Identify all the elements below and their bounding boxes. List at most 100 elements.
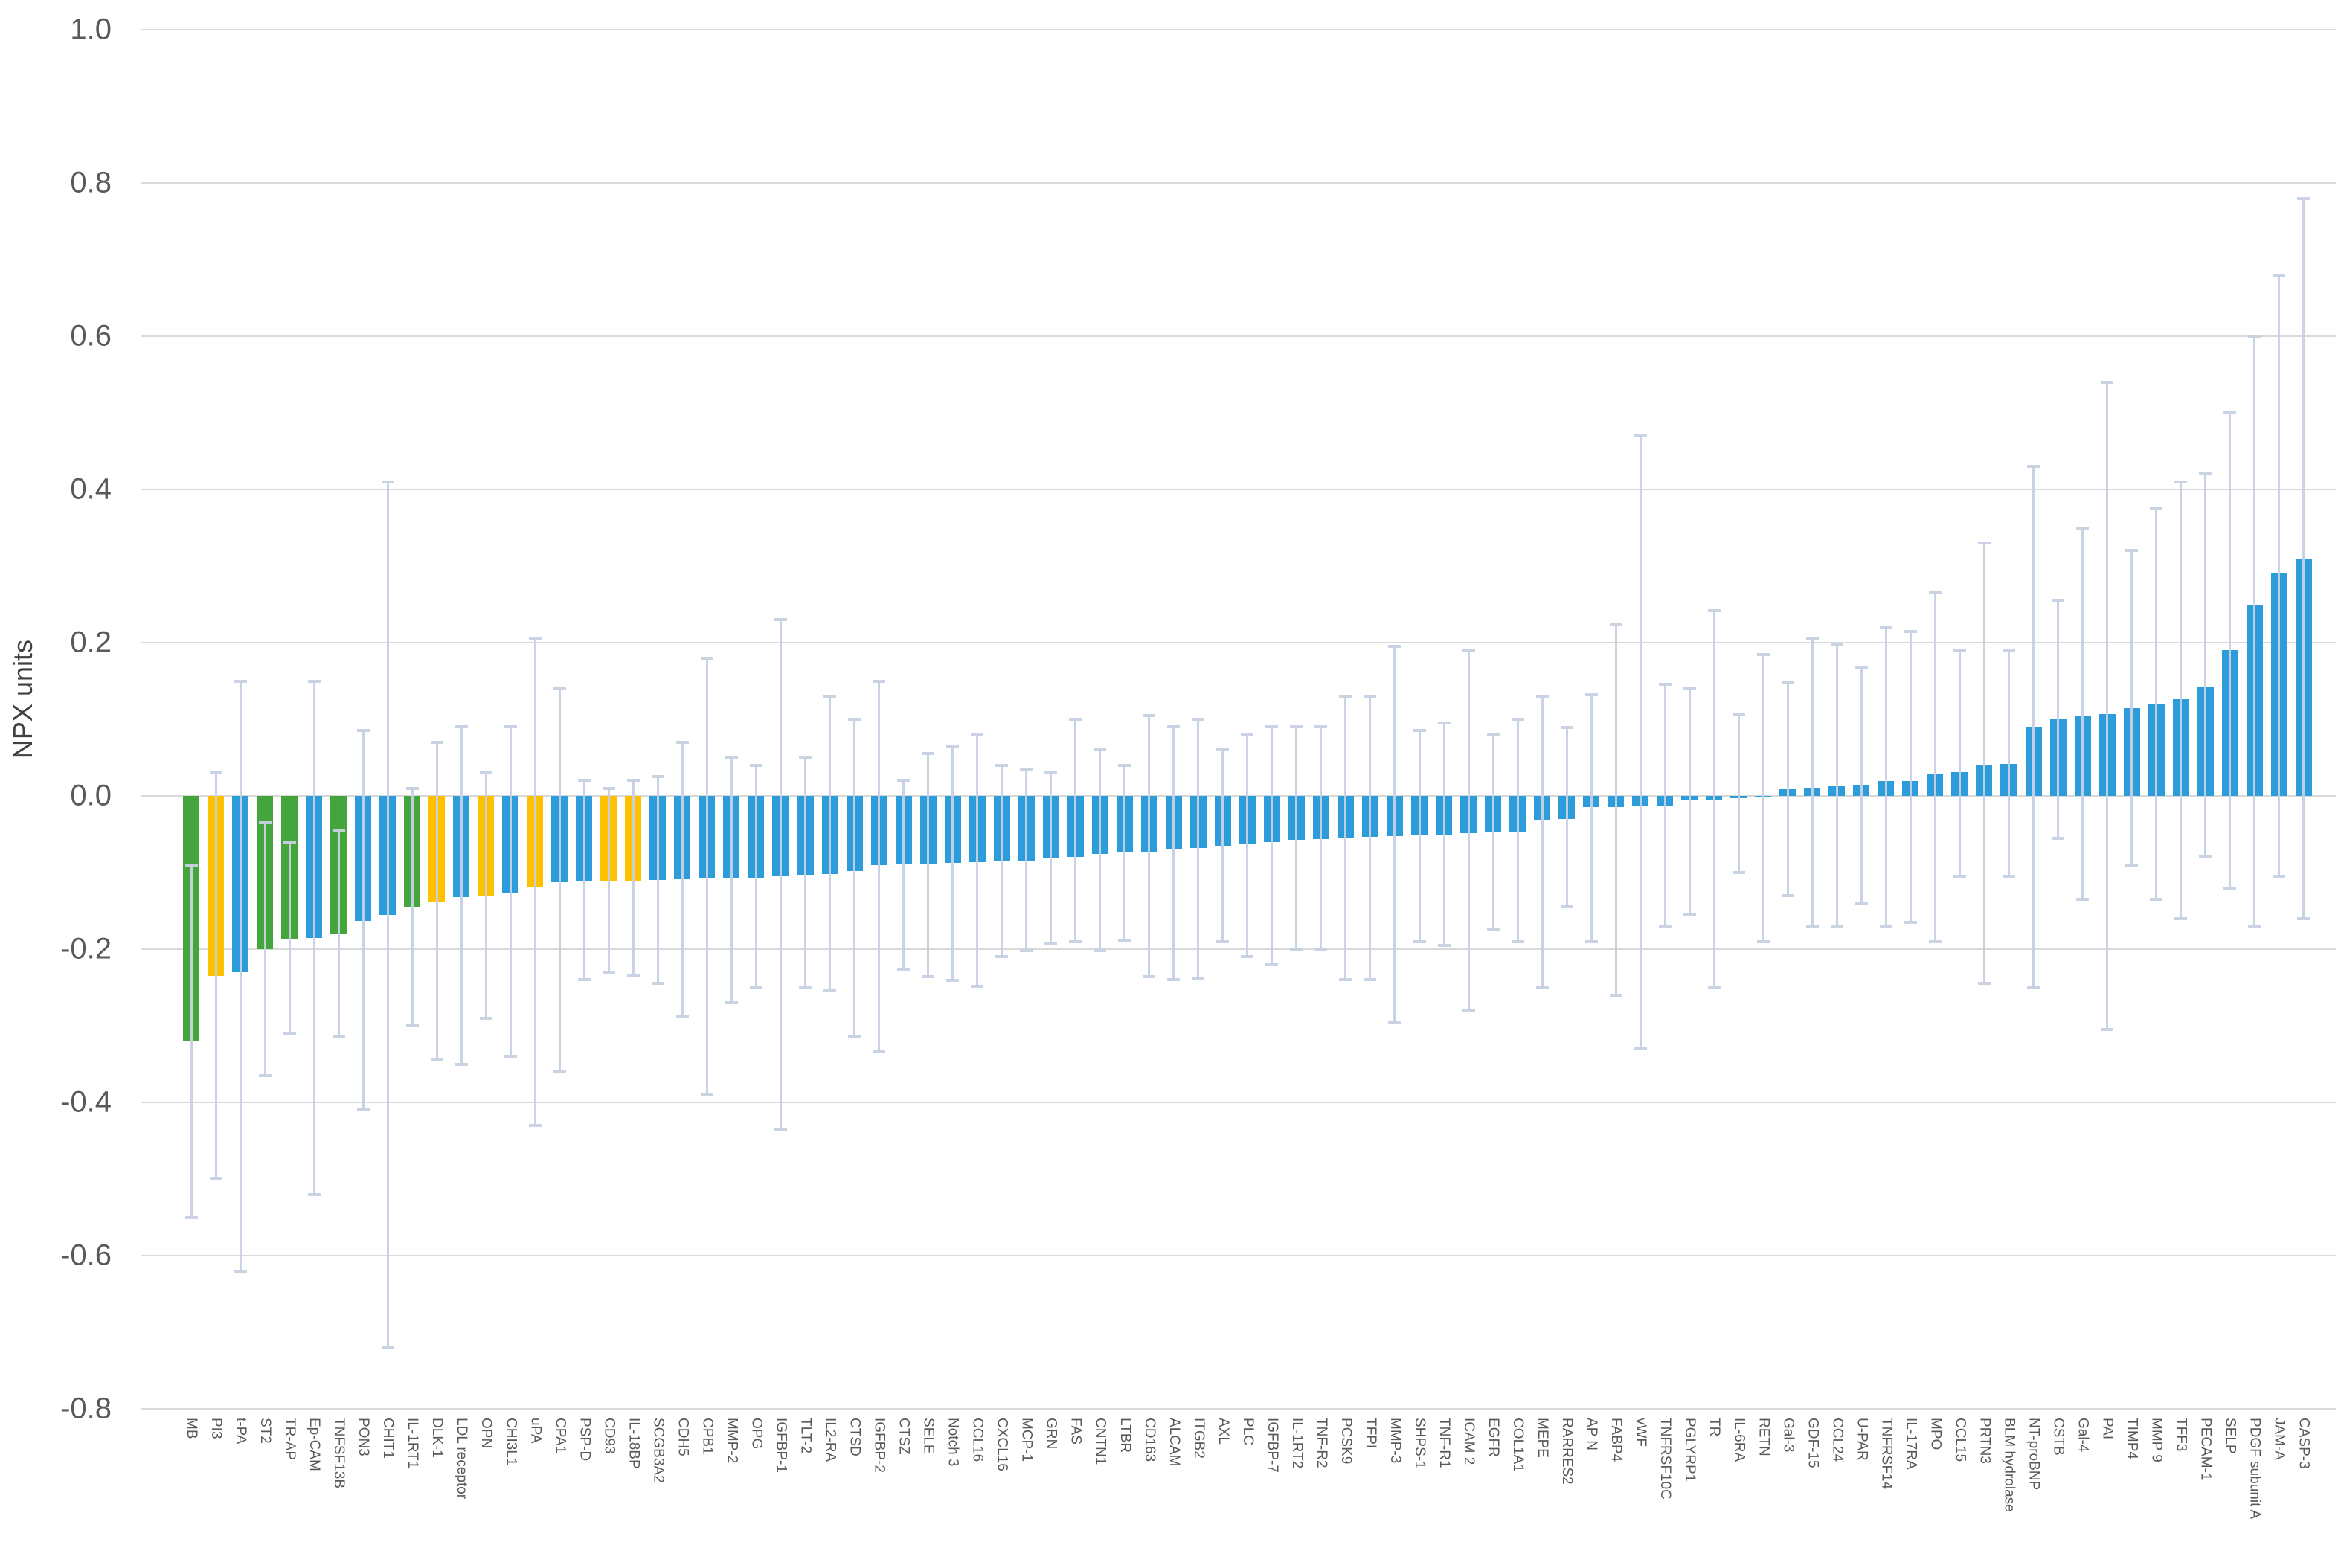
error-cap-bottom-CD163 [1143,975,1156,979]
error-bar-TFF3 [2180,481,2183,919]
x-label-DLK-1: DLK-1 [429,1418,446,1458]
error-cap-bottom-LDL receptor [455,1062,468,1066]
error-cap-bottom-IGFBP-1 [774,1128,787,1131]
error-bar-LDL receptor [460,727,463,1064]
error-bar-CASP-3 [2302,198,2305,919]
gridline-0.4 [141,489,2336,490]
error-bar-IL2-RA [829,696,832,990]
error-cap-bottom-U-PAR [1855,902,1868,905]
error-cap-bottom-TNFRSF14 [1879,925,1892,928]
error-bar-CHIT1 [386,481,389,1348]
error-cap-bottom-CHI3L1 [504,1055,517,1058]
gridline--0.4 [141,1102,2336,1103]
error-cap-bottom-BLM hydrolase [2002,875,2015,878]
error-cap-bottom-CCL24 [1830,925,1843,928]
error-cap-top-SHPS-1 [1413,729,1426,733]
x-label-SELE: SELE [920,1418,937,1454]
y-tick-label: -0.2 [60,932,112,965]
error-cap-bottom-CHIT1 [381,1346,394,1349]
x-label-PAI: PAI [2099,1418,2116,1440]
error-cap-bottom-MB [184,1215,198,1219]
error-cap-top-CTSZ [897,779,911,783]
error-cap-top-TNF-R1 [1437,722,1451,725]
x-label-CCL15: CCL15 [1952,1418,1968,1462]
error-cap-top-TR [1707,608,1721,612]
error-cap-bottom-MMP-3 [1388,1020,1401,1024]
error-bar-OPN [484,773,487,1018]
error-bar-CCL24 [1835,644,1838,927]
x-label-CXCL16: CXCL16 [994,1418,1010,1471]
error-cap-top-TR-AP [283,840,296,844]
x-label-PSP-D: PSP-D [577,1418,593,1462]
error-cap-bottom-Gal-4 [2076,898,2090,902]
error-bar-GRN [1050,773,1053,944]
error-cap-bottom-LTBR [1118,938,1131,942]
error-cap-bottom-GDF-15 [1805,925,1819,928]
x-label-IL-6RA: IL-6RA [1731,1418,1747,1462]
error-cap-bottom-OPG [749,986,762,989]
x-label-PECAM-1: PECAM-1 [2197,1418,2214,1481]
error-cap-bottom-TNFSF13B [332,1035,345,1039]
error-cap-top-ICAM 2 [1462,649,1475,652]
error-cap-bottom-TLT-2 [799,986,812,989]
error-bar-ITGB2 [1197,719,1200,980]
y-tick-label: 1.0 [70,13,112,46]
x-label-PGLYRP1: PGLYRP1 [1682,1418,1698,1482]
x-label-IGFBP-1: IGFBP-1 [773,1418,789,1473]
x-label-GDF-15: GDF-15 [1805,1418,1821,1468]
y-tick-label: 0.4 [70,472,112,506]
error-cap-top-BLM hydrolase [2002,649,2015,652]
error-cap-top-IL2-RA [823,695,837,698]
error-cap-top-OPG [749,763,762,767]
error-cap-top-MCP-1 [1020,767,1033,771]
error-cap-bottom-PAI [2101,1028,2114,1032]
x-label-GRN: GRN [1043,1418,1059,1450]
x-label-TNF-R2: TNF-R2 [1313,1418,1329,1468]
error-cap-top-CCL15 [1953,649,1966,652]
error-cap-top-t-PA [234,679,247,683]
error-bar-RETN [1762,655,1764,942]
gridline--0.8 [141,1408,2336,1410]
error-cap-top-IL-1RT1 [405,786,419,790]
error-cap-bottom-AP N [1584,939,1598,943]
error-bar-TR [1712,610,1715,988]
error-cap-bottom-PDGF subunit A [2248,925,2261,928]
error-cap-bottom-IGFBP-2 [873,1049,886,1053]
error-bar-MMP 9 [2155,508,2158,900]
x-label-Gal-4: Gal-4 [2075,1418,2091,1453]
error-bar-CTSD [853,719,856,1037]
error-bar-PDGF subunit A [2253,336,2256,927]
error-cap-bottom-GRN [1044,942,1058,945]
x-label-CCL16: CCL16 [969,1418,986,1462]
error-cap-top-Ep-CAM [307,679,321,683]
error-bar-PON3 [362,730,365,1111]
x-label-PON3: PON3 [356,1418,372,1456]
error-cap-top-IGFBP-7 [1265,725,1279,729]
error-bar-CHI3L1 [509,727,512,1057]
x-label-CD163: CD163 [1141,1418,1157,1462]
error-cap-top-NT-proBNP [2027,465,2040,469]
error-cap-bottom-PGLYRP1 [1683,913,1696,916]
error-cap-top-PON3 [356,729,370,733]
error-cap-top-PI3 [209,771,222,775]
error-cap-bottom-IL2-RA [823,988,837,992]
error-cap-top-PAI [2101,380,2114,384]
error-cap-bottom-vWF [1634,1047,1647,1050]
error-cap-top-JAM-A [2273,273,2286,277]
y-tick-label: -0.4 [60,1085,112,1119]
x-label-TNFRSF10C: TNFRSF10C [1657,1418,1674,1500]
error-bar-COL1A1 [1516,719,1519,942]
error-cap-top-PECAM-1 [2199,472,2212,476]
error-cap-bottom-SHPS-1 [1413,939,1426,943]
x-label-PLC: PLC [1239,1418,1256,1445]
x-label-CSTB: CSTB [2050,1418,2067,1456]
gridline--0.2 [141,948,2336,950]
error-cap-top-CCL24 [1830,643,1843,646]
error-bar-Notch 3 [951,746,954,981]
error-cap-bottom-SELP [2223,886,2237,890]
error-cap-top-PRTN3 [1977,542,1991,545]
error-cap-top-SELP [2223,411,2237,414]
x-label-IGFBP-7: IGFBP-7 [1264,1418,1280,1473]
error-bar-TLT-2 [804,757,806,988]
error-cap-bottom-Notch 3 [946,979,960,983]
